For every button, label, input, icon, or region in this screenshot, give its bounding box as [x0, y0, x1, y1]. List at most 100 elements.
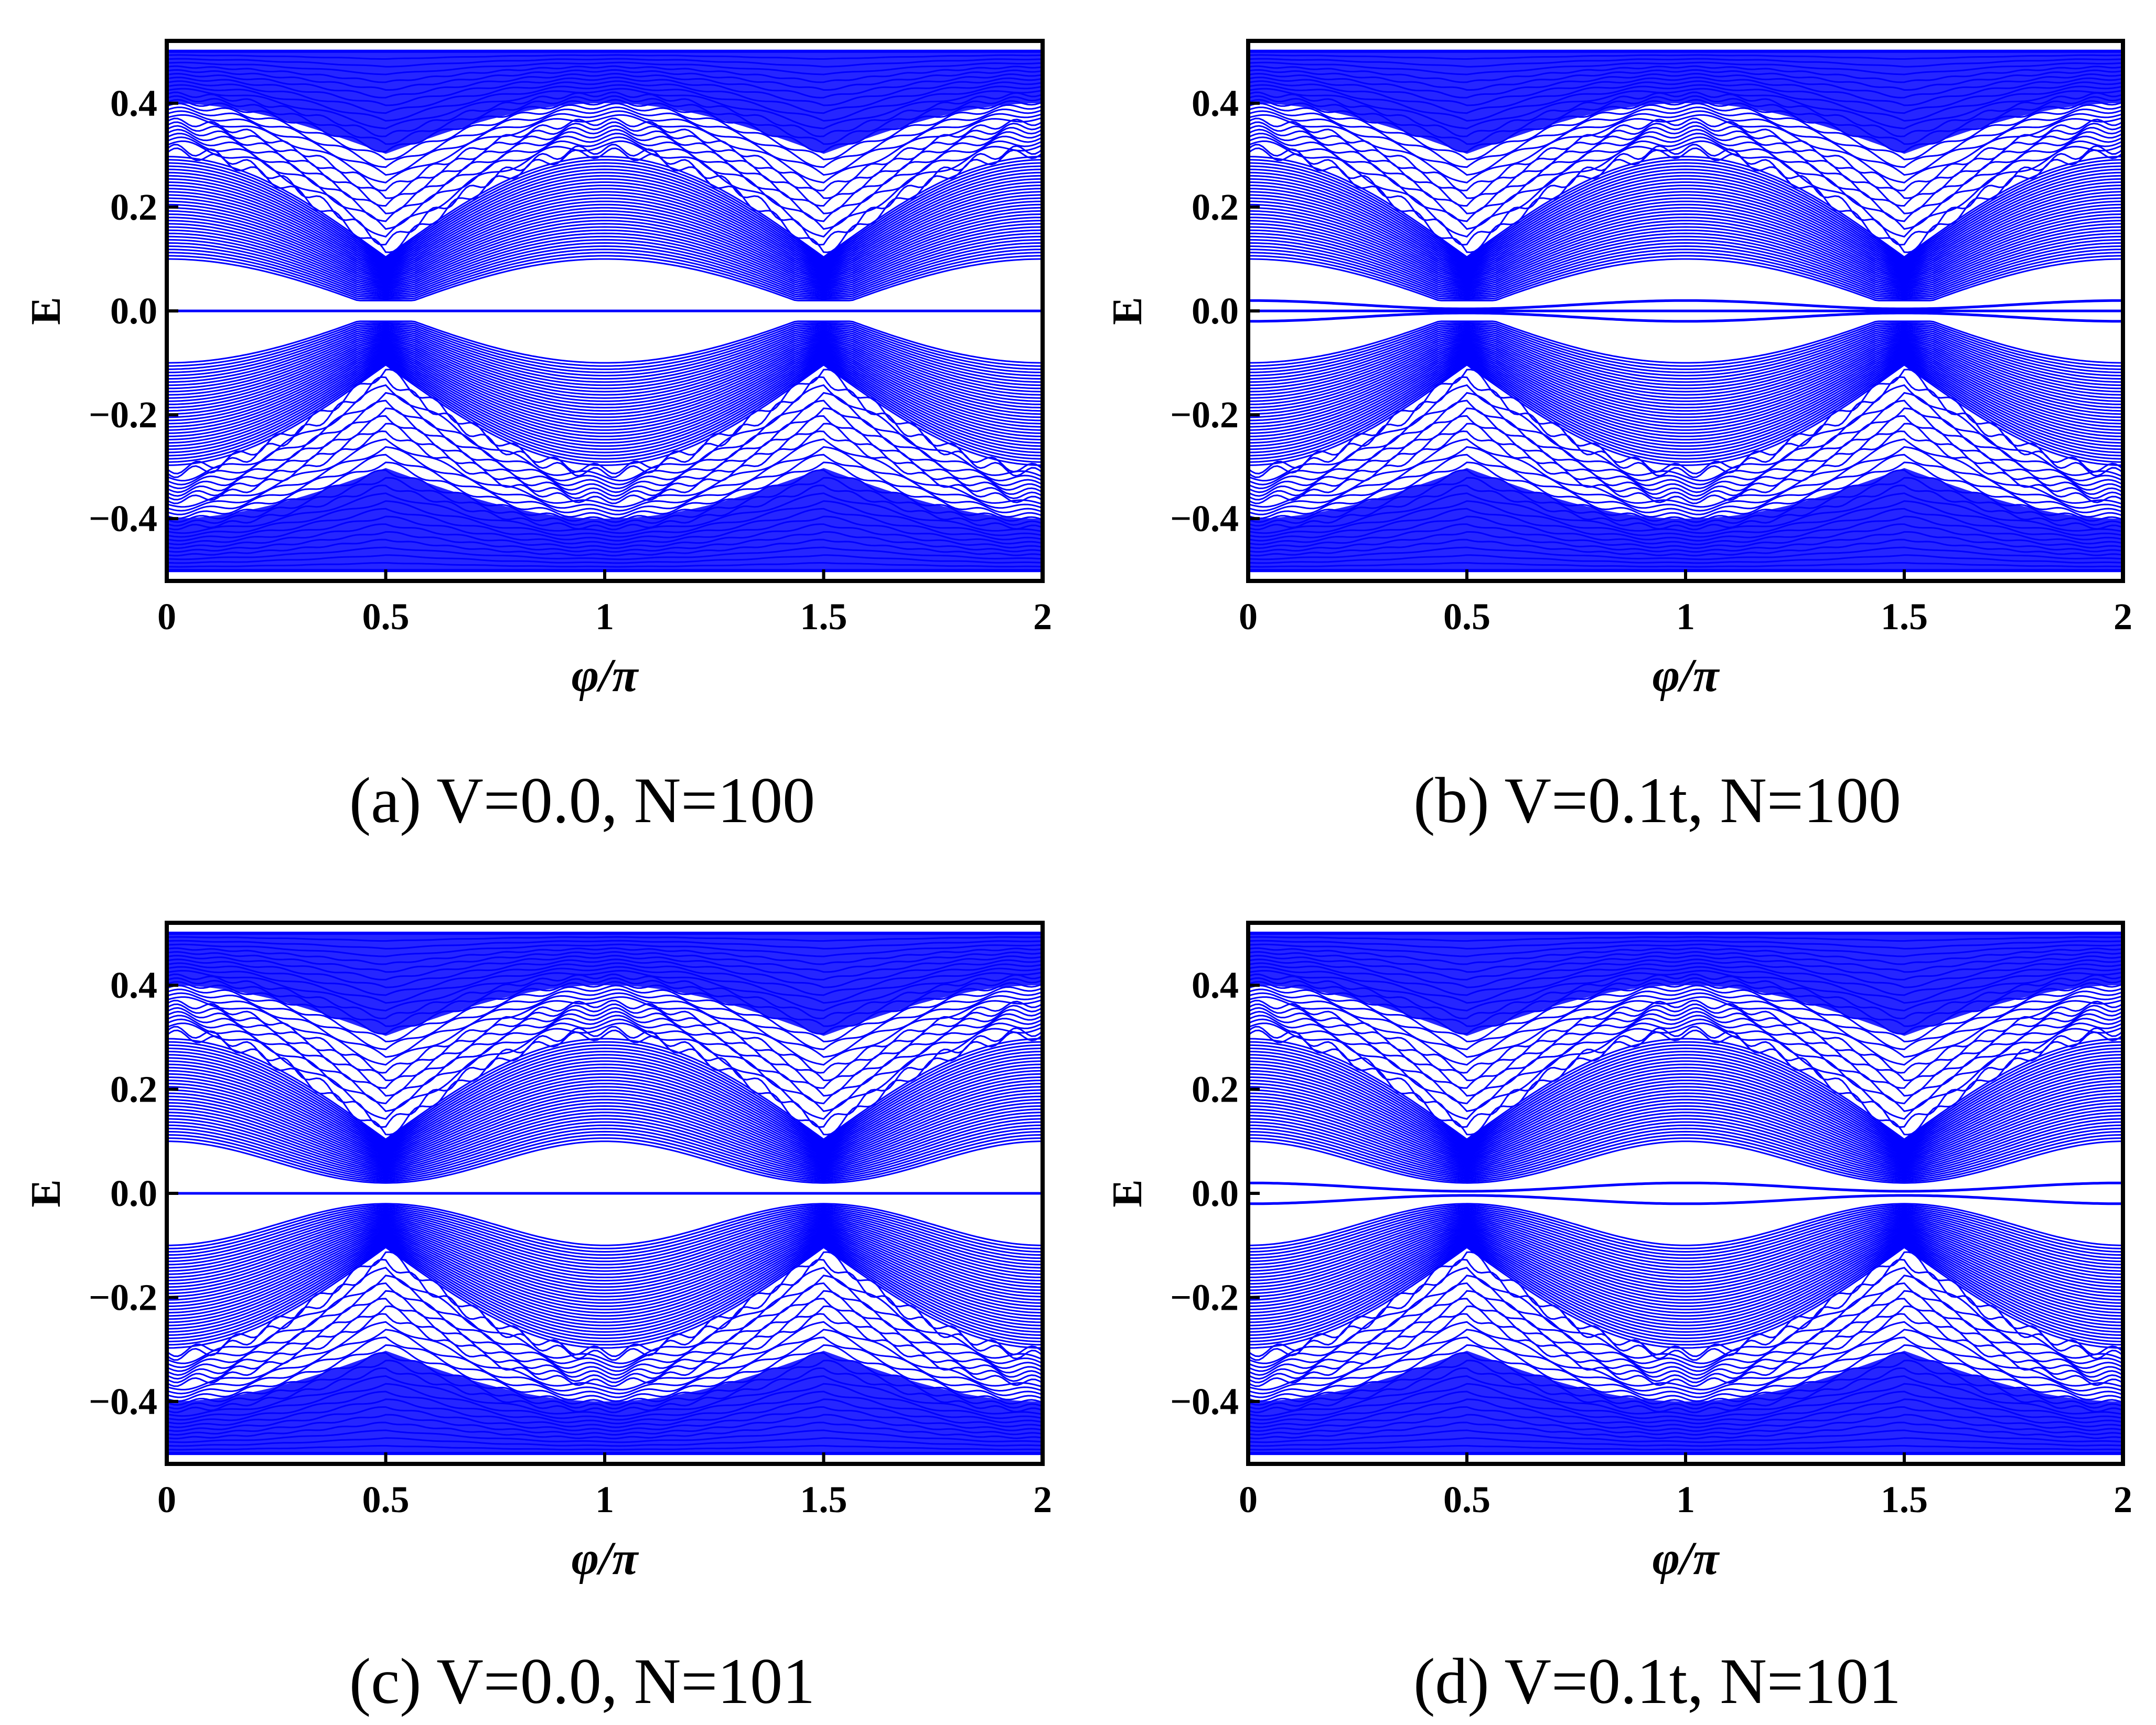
band-line: [1248, 321, 2123, 367]
band-line: [1248, 1066, 2123, 1153]
bulk-band-1: [167, 255, 1043, 367]
band-line: [167, 159, 1043, 260]
band-line: [1248, 1089, 2123, 1162]
bulk-band-42: [1248, 996, 2123, 1390]
band-line: [1248, 162, 2123, 261]
panel-caption: (a) V=0.0, N=100: [349, 764, 815, 836]
bulk-band-14: [1248, 213, 2123, 409]
x-tick-label: 2: [1033, 1479, 1052, 1521]
bulk-band-27: [167, 171, 1043, 450]
band-line: [1248, 1223, 2123, 1295]
band-line: [1248, 348, 2123, 428]
band-line: [1248, 1290, 2123, 1376]
band-line: [1248, 1010, 2123, 1097]
band-line: [167, 1238, 1043, 1330]
band-line: [167, 1222, 1043, 1291]
bulk-band-16: [1248, 1089, 2123, 1298]
bulk-band-21: [167, 191, 1043, 431]
band-line: [1248, 330, 2123, 386]
band-line: [167, 988, 1043, 1050]
x-axis-label: φ/π: [572, 1533, 640, 1584]
band-line: [167, 1235, 1043, 1323]
bulk-band-41: [1248, 999, 2123, 1387]
band-line: [167, 1203, 1043, 1246]
band-line: [1248, 229, 2123, 289]
band-line: [1248, 1216, 2123, 1278]
band-line: [167, 461, 1043, 520]
band-line: [167, 376, 1043, 478]
band-line: [167, 188, 1043, 272]
bulk-band-23: [167, 1066, 1043, 1320]
bulk-band-26: [167, 1057, 1043, 1330]
band-line: [1248, 343, 2123, 418]
band-line: [1248, 1222, 2123, 1291]
band-line: [1248, 252, 2123, 299]
band-line: [167, 1112, 1043, 1172]
band-line: [167, 985, 1043, 1043]
band-line: [1248, 239, 2123, 294]
bulk-band-4: [1248, 1127, 2123, 1259]
band-line: [1248, 258, 2123, 301]
band-line: [1248, 1083, 2123, 1160]
band-line: [1248, 1344, 2123, 1402]
band-line: [167, 1221, 1043, 1288]
band-line: [1248, 328, 2123, 383]
band-line: [1248, 1251, 2123, 1357]
bulk-band-28: [1248, 1050, 2123, 1336]
band-line: [167, 1130, 1043, 1180]
bulk-band-5: [1248, 242, 2123, 380]
bulk-band-18: [1248, 200, 2123, 422]
bulk-band-45: [1248, 102, 2123, 520]
y-tick-label: 0.2: [1192, 1069, 1239, 1111]
band-line: [167, 1344, 1043, 1402]
x-tick-label: 1: [1676, 596, 1695, 638]
bulk-band-2: [167, 252, 1043, 370]
x-tick-label: 0: [157, 596, 176, 638]
band-line: [167, 1121, 1043, 1176]
band-line: [167, 1227, 1043, 1304]
band-line: [1248, 128, 2123, 214]
band-line: [167, 252, 1043, 299]
band-line: [167, 343, 1043, 418]
band-line: [167, 369, 1043, 475]
band-line: [1248, 1057, 2123, 1149]
band-line: [1248, 1267, 2123, 1364]
x-tick-label: 1: [1676, 1479, 1695, 1521]
band-line: [167, 1241, 1043, 1336]
band-line: [167, 334, 1043, 396]
bulk-band-10: [167, 226, 1043, 396]
band-line: [1248, 1105, 2123, 1169]
bulk-band-19: [1248, 197, 2123, 425]
band-line: [1248, 985, 2123, 1043]
band-line: [1248, 226, 2123, 288]
y-tick-label: 0.0: [1192, 1172, 1239, 1214]
band-line: [1248, 1137, 2123, 1183]
bulk-band-18: [167, 1083, 1043, 1304]
band-line: [167, 220, 1043, 285]
bulk-band-23: [1248, 1066, 2123, 1320]
band-line: [167, 258, 1043, 301]
bulk-band-7: [1248, 235, 2123, 386]
band-line: [167, 1210, 1043, 1263]
band-line: [167, 1054, 1043, 1147]
band-line: [167, 1073, 1043, 1156]
y-tick-label: −0.4: [1170, 498, 1239, 540]
band-line: [1248, 1207, 2123, 1256]
bulk-band-24: [167, 181, 1043, 440]
bulk-band-36: [167, 136, 1043, 486]
edge-state-1: [1248, 311, 2123, 323]
bulk-band-35: [1248, 1022, 2123, 1364]
band-line: [167, 360, 1043, 457]
lower-continuum: [1248, 1351, 2123, 1454]
band-line: [167, 1243, 1043, 1343]
band-line: [1248, 249, 2123, 297]
band-line: [1248, 326, 2123, 377]
band-line: [167, 1204, 1043, 1249]
band-line: [167, 117, 1043, 192]
x-tick-label: 1: [595, 596, 614, 638]
band-line: [167, 1115, 1043, 1173]
band-line: [167, 1050, 1043, 1146]
bulk-band-14: [167, 213, 1043, 409]
band-line: [1248, 331, 2123, 390]
band-line: [1248, 175, 2123, 266]
